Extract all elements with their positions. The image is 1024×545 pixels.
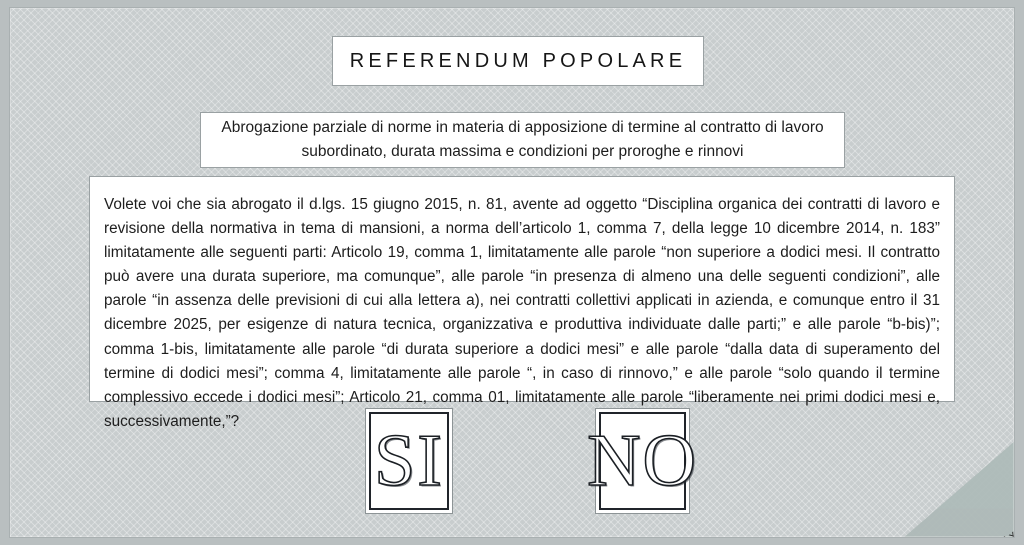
vote-option-si-label: SI xyxy=(373,420,444,502)
referendum-question-text: Volete voi che sia abrogato il d.lgs. 15… xyxy=(104,196,940,430)
ballot-subtitle: Abrogazione parziale di norme in materia… xyxy=(221,119,824,160)
facsimile-format-label: FORMATO FINITO: CM 41x22 xyxy=(878,517,1014,537)
ballot-title-box: REFERENDUM POPOLARE xyxy=(332,36,704,86)
vote-option-no-label: NO xyxy=(586,420,698,502)
page-title: REFERENDUM POPOLARE xyxy=(349,49,687,72)
vote-option-no[interactable]: NO xyxy=(586,408,697,514)
referendum-question-box: Volete voi che sia abrogato il d.lgs. 15… xyxy=(89,176,955,430)
vote-option-si[interactable]: SI xyxy=(365,408,453,514)
no-box-inner-border xyxy=(599,412,686,510)
ballot-sheet: REFERENDUM POPOLARE Abrogazione parziale… xyxy=(9,7,1015,538)
si-box-inner-border xyxy=(369,412,449,510)
ballot-subtitle-box: Abrogazione parziale di norme in materia… xyxy=(200,112,845,168)
